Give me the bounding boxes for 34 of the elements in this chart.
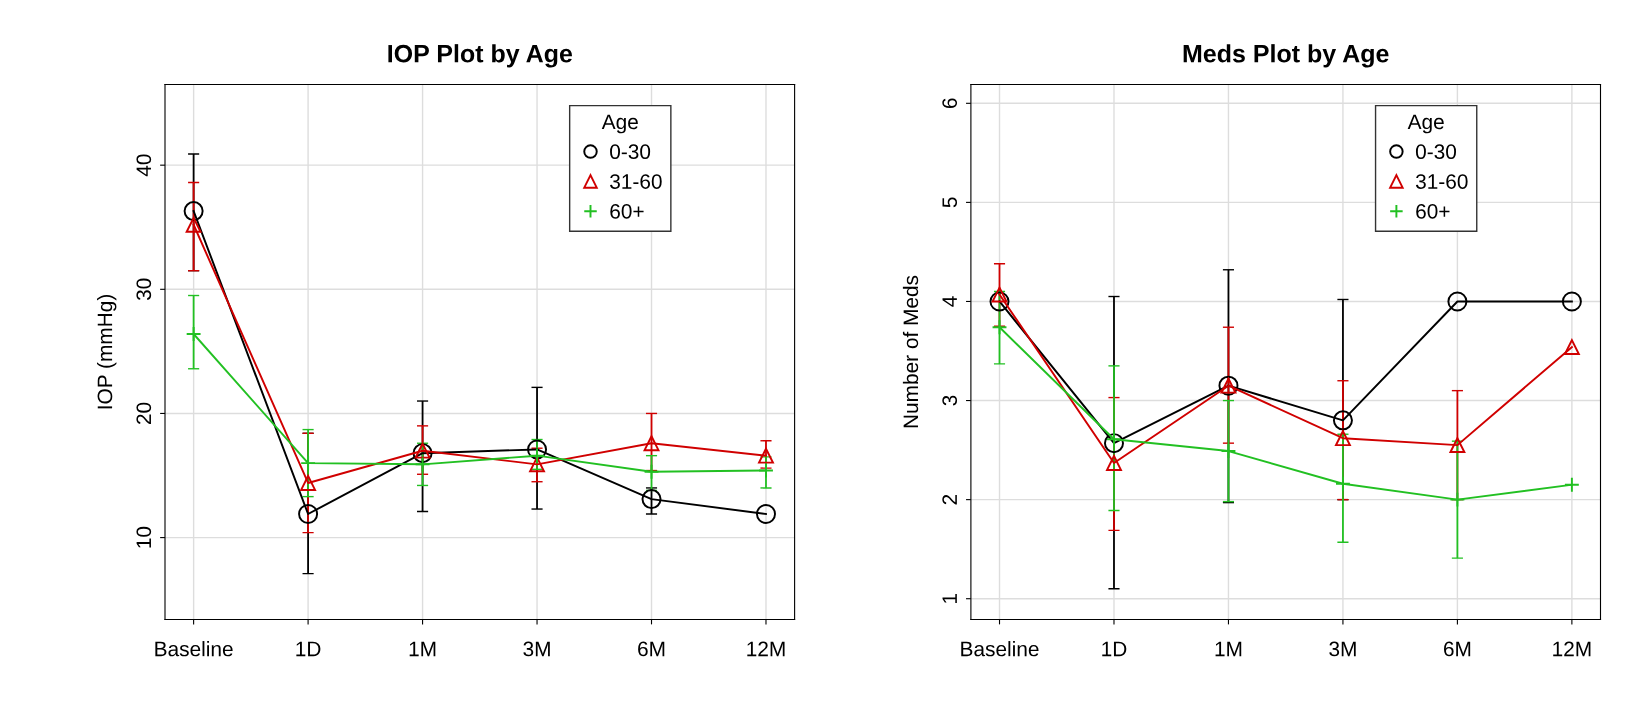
chart-title: Meds Plot by Age [1183, 44, 1389, 68]
y-tick-label: 40 [136, 154, 152, 177]
x-tick-label: 1M [1215, 641, 1242, 657]
y-tick-label: 5 [942, 197, 958, 208]
y-tick-label: 4 [942, 296, 957, 307]
legend-label: 31-60 [610, 174, 662, 189]
legend-label: 31-60 [1415, 174, 1468, 189]
y-tick-label: 20 [136, 402, 152, 424]
y-tick-label: 3 [942, 395, 958, 406]
legend-title: Age [601, 114, 638, 134]
legend-title: Age [1407, 114, 1444, 134]
y-tick-label: 2 [942, 494, 957, 505]
y-axis-title: IOP (mmHg) [96, 295, 117, 409]
x-tick-label: 12M [747, 641, 785, 657]
x-tick-label: 1D [1102, 641, 1127, 657]
legend-label: 60+ [610, 203, 644, 219]
y-tick-label: 1 [942, 593, 957, 603]
chart-title: IOP Plot by Age [388, 44, 573, 68]
legend-label: 0-30 [1415, 144, 1457, 160]
x-tick-label: 6M [1444, 641, 1471, 657]
x-tick-label: Baseline [155, 641, 233, 657]
y-tick-label: 6 [942, 98, 958, 109]
x-tick-label: 1D [296, 641, 321, 657]
y-axis-title: Number of Meds [902, 275, 919, 428]
x-tick-label: 1M [409, 641, 436, 657]
y-tick-label: 10 [136, 526, 152, 548]
legend-label: 60+ [1416, 203, 1450, 219]
x-tick-label: Baseline [961, 641, 1039, 657]
x-tick-label: 6M [638, 641, 665, 657]
y-tick-label: 30 [136, 278, 152, 301]
legend-label: 0-30 [610, 144, 651, 160]
x-tick-label: 12M [1553, 641, 1591, 657]
x-tick-label: 3M [1329, 641, 1356, 657]
x-tick-label: 3M [523, 641, 550, 657]
